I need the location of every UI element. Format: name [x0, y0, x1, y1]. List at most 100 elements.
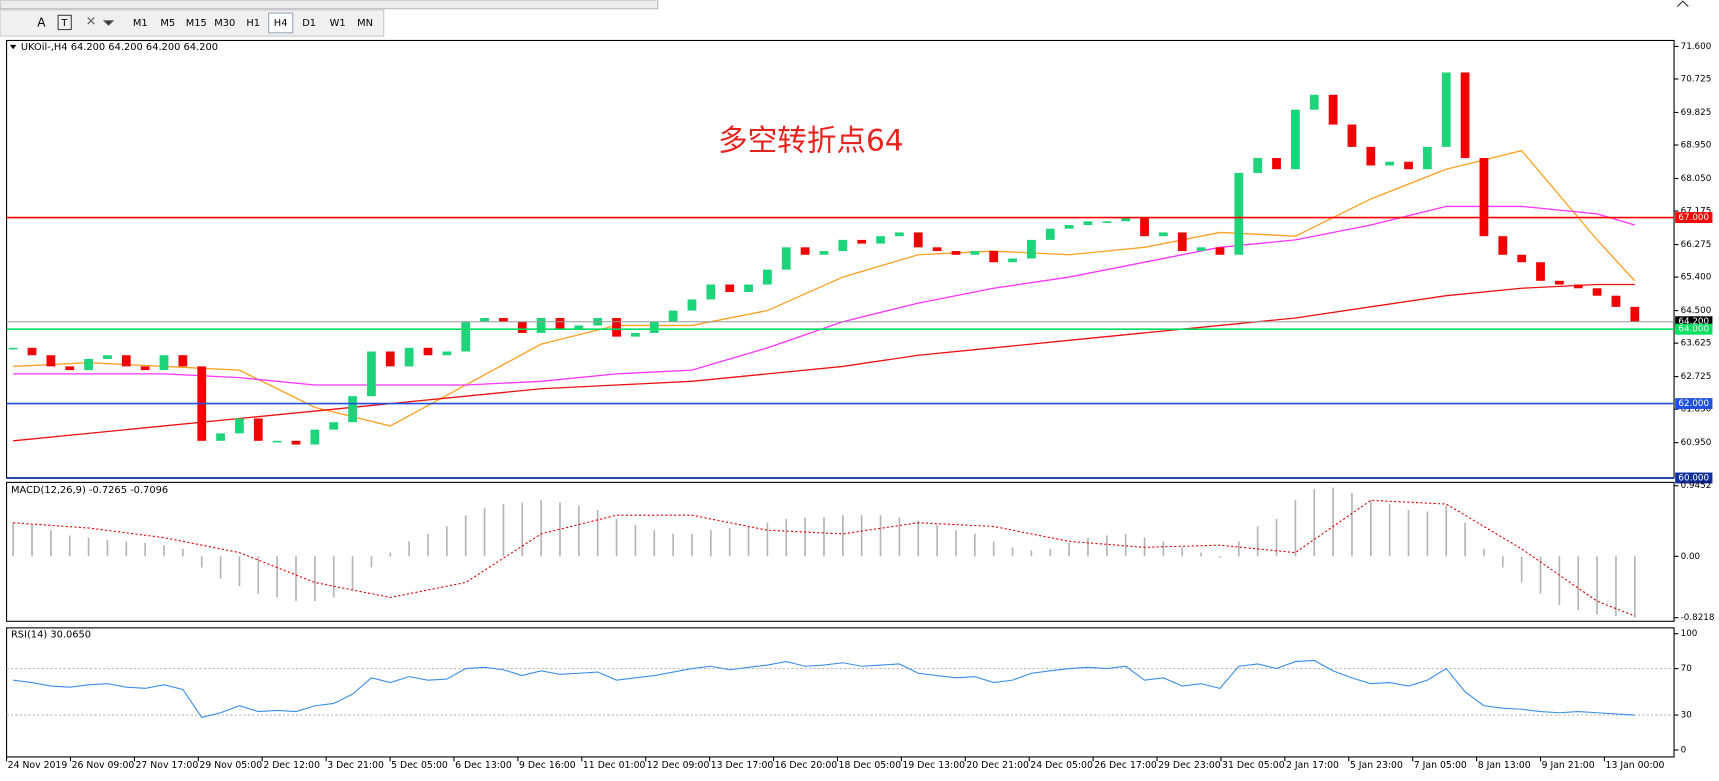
x-tick-label: 20 Dec 21:00	[966, 760, 1029, 771]
y-tick-label: 68.050	[1681, 174, 1712, 184]
candle-body	[216, 433, 225, 441]
macd-panel	[6, 481, 1675, 622]
y-tick-label: 68.950	[1681, 141, 1712, 151]
candle-body	[385, 351, 395, 367]
candle-body	[649, 321, 659, 333]
y-tick-label: 65.400	[1681, 273, 1712, 283]
y-tick-label: 0	[1681, 745, 1687, 755]
candle-body	[574, 325, 584, 330]
level-label-box	[1675, 212, 1713, 224]
rsi-title: RSI(14) 30.0650	[11, 629, 91, 640]
candle-body	[499, 318, 508, 322]
candle-body	[1404, 161, 1413, 170]
timeframe-button[interactable]: H1	[246, 18, 260, 29]
x-tick-label: 13 Jan 00:00	[1606, 760, 1665, 771]
candle-body	[1159, 232, 1168, 237]
x-tick-label: 3 Dec 21:00	[327, 760, 384, 771]
moving-average	[13, 149, 1636, 427]
candle-body	[1027, 239, 1036, 259]
y-tick-label: 70	[1681, 664, 1692, 674]
candle-body	[1422, 146, 1432, 170]
candle-body	[103, 355, 112, 359]
y-tick-label: 71.600	[1681, 42, 1712, 52]
candle-body	[84, 358, 93, 371]
y-tick-label: 62.725	[1681, 372, 1712, 382]
y-tick-label: 67.175	[1681, 207, 1712, 217]
candle-body	[1008, 258, 1017, 263]
candle-body	[725, 284, 735, 292]
candle-body	[1196, 247, 1206, 252]
candle-body	[895, 232, 904, 237]
candle-body	[1064, 225, 1074, 229]
candle-body	[1140, 217, 1149, 237]
y-tick-label: 0.9452	[1681, 481, 1712, 491]
label-tool[interactable]	[57, 14, 72, 31]
draw-tools[interactable]	[87, 17, 115, 26]
candle-body	[1460, 72, 1470, 159]
candle-body	[1272, 158, 1281, 170]
candle-body	[1102, 221, 1112, 223]
candle-body	[8, 347, 18, 350]
x-tick-label: 24 Nov 2019	[8, 760, 68, 771]
timeframe-button[interactable]: M5	[160, 18, 175, 29]
candle-body	[461, 321, 471, 352]
collapse-icon	[9, 44, 17, 50]
x-tick-label: 19 Dec 13:00	[902, 760, 965, 771]
timeframe-button[interactable]: H4	[274, 18, 288, 29]
candle-body	[744, 284, 753, 292]
candle-body	[1536, 262, 1545, 281]
y-tick-label: 100	[1681, 629, 1698, 639]
candle-body	[27, 347, 37, 356]
candle-body	[555, 318, 565, 330]
x-tick-label: 29 Dec 23:00	[1158, 760, 1221, 771]
candle-body	[1479, 158, 1489, 237]
candle-body	[329, 422, 339, 430]
x-tick-label: 2 Dec 12:00	[263, 760, 320, 771]
annotation: 多空转折点64	[718, 124, 904, 158]
candle-body	[1291, 109, 1300, 170]
candle-body	[781, 247, 791, 270]
candle-body	[706, 284, 716, 300]
candle-body	[1309, 94, 1319, 110]
level-label: 62.000	[1678, 399, 1709, 409]
signal-line	[13, 499, 1636, 617]
timeframe-button[interactable]: W1	[330, 18, 346, 29]
timeframe-button[interactable]: MN	[357, 18, 373, 29]
candle-body	[140, 366, 150, 371]
candle-body	[253, 418, 263, 441]
candle-body	[668, 310, 678, 322]
x-tick-label: 8 Jan 13:00	[1478, 760, 1531, 771]
timeframe-button[interactable]: M15	[186, 18, 207, 29]
scroll-up[interactable]	[1676, 0, 1689, 7]
y-tick-label: 70.725	[1681, 74, 1712, 84]
candle-body	[1253, 158, 1263, 173]
candle-body	[480, 318, 489, 322]
candle-body	[65, 366, 75, 371]
level-label: 60.000	[1678, 474, 1709, 484]
y-tick-label: -0.8218	[1681, 613, 1715, 623]
candle-body	[687, 299, 697, 311]
candle-body	[1177, 232, 1187, 252]
current-price-box	[1675, 316, 1713, 328]
timeframe-button[interactable]: M1	[133, 18, 148, 29]
timeframe-button[interactable]: D1	[302, 18, 316, 29]
candle-body	[1121, 217, 1131, 222]
candle-body	[1611, 295, 1621, 307]
timeframe-button[interactable]: M30	[214, 18, 235, 29]
candle-body	[121, 355, 131, 367]
candle-body	[310, 429, 320, 445]
candle-body	[1573, 284, 1583, 289]
moving-average	[13, 283, 1635, 442]
text-tool[interactable]: A	[37, 15, 46, 29]
candle-body	[291, 440, 301, 445]
candle-body	[763, 269, 772, 285]
candle-body	[404, 347, 414, 367]
x-tick-label: 26 Nov 09:00	[72, 760, 135, 771]
candle-body	[989, 251, 999, 263]
candle-body	[970, 251, 980, 255]
current-price-label: 64.200	[1678, 317, 1709, 327]
candle-body	[838, 239, 848, 252]
